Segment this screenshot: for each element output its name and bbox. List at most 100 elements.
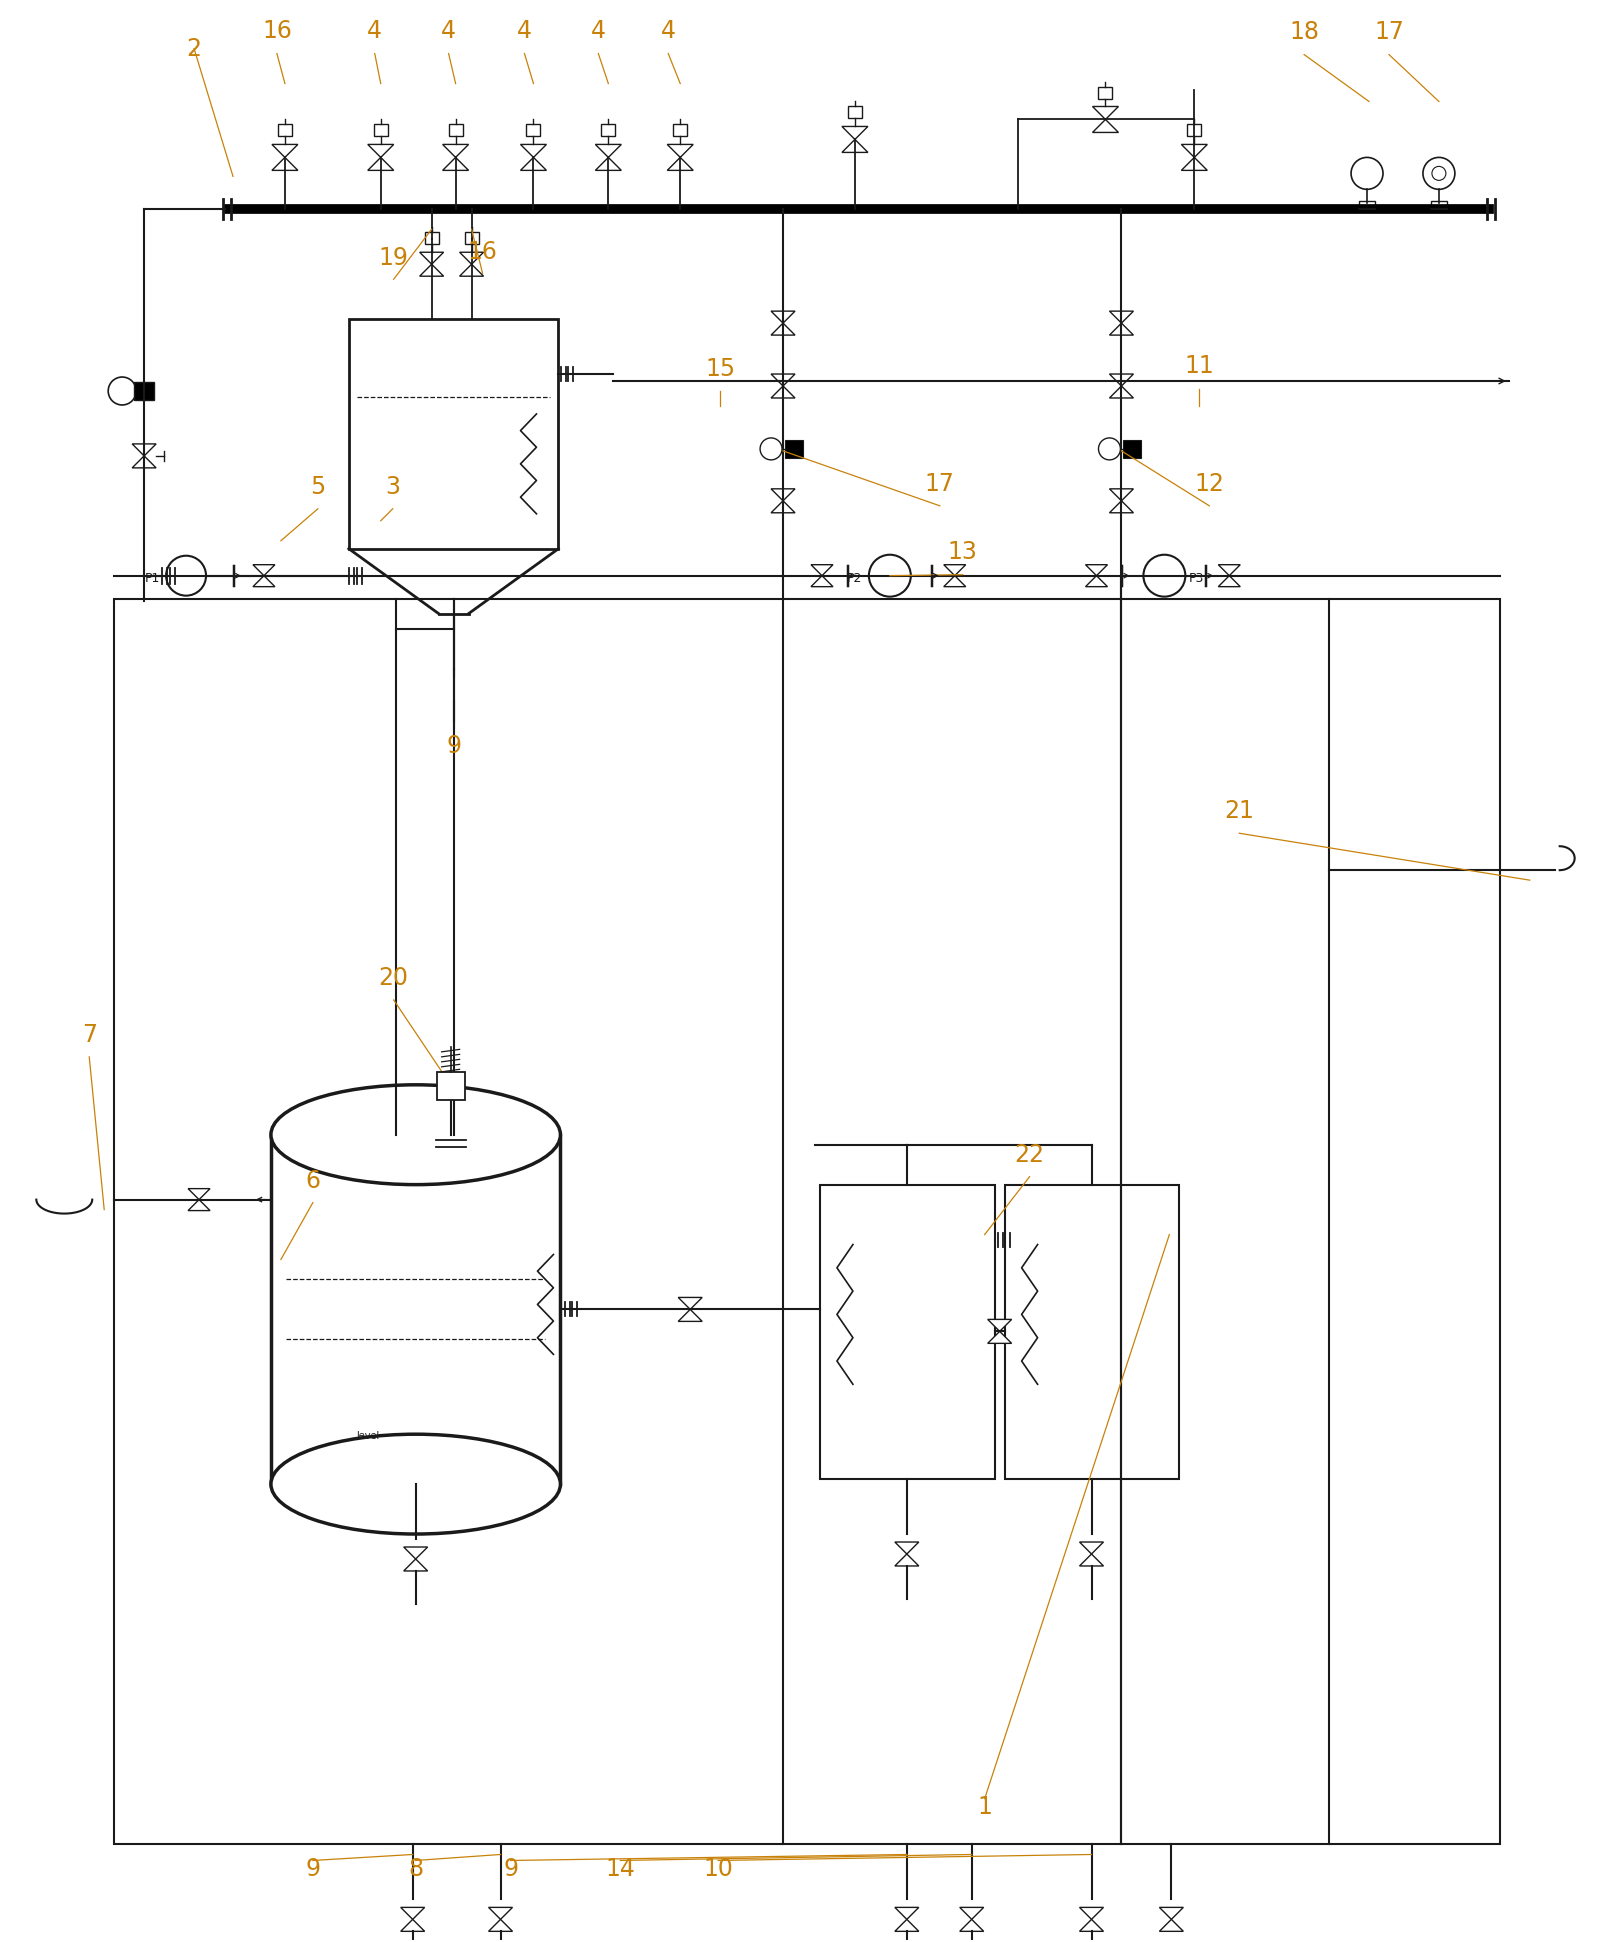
Circle shape [108, 377, 136, 406]
Text: 6: 6 [305, 1169, 320, 1192]
Polygon shape [1080, 1907, 1104, 1919]
Circle shape [1424, 157, 1454, 190]
Polygon shape [1109, 501, 1133, 513]
Bar [1123, 441, 1141, 458]
Polygon shape [442, 144, 468, 157]
Polygon shape [253, 565, 274, 575]
Bar [1359, 202, 1375, 210]
Text: 17: 17 [925, 472, 955, 495]
Text: 17: 17 [1374, 19, 1404, 43]
Text: 9: 9 [445, 734, 462, 759]
Polygon shape [678, 1297, 702, 1309]
Polygon shape [520, 157, 547, 171]
Circle shape [1143, 555, 1185, 596]
Polygon shape [960, 1919, 983, 1932]
Bar [424, 233, 439, 245]
Bar [847, 107, 862, 118]
Polygon shape [596, 144, 621, 157]
Polygon shape [1181, 157, 1207, 171]
Polygon shape [489, 1907, 513, 1919]
Polygon shape [1109, 489, 1133, 501]
Polygon shape [1159, 1907, 1183, 1919]
Text: 19: 19 [379, 247, 408, 270]
Polygon shape [944, 565, 965, 575]
Polygon shape [400, 1907, 424, 1919]
Polygon shape [368, 157, 394, 171]
Polygon shape [1219, 565, 1240, 575]
Bar [820, 1185, 994, 1480]
Bar [784, 441, 804, 458]
Polygon shape [810, 575, 833, 586]
Text: 2: 2 [187, 37, 202, 60]
Circle shape [166, 555, 207, 596]
Text: 1: 1 [976, 1794, 993, 1818]
Polygon shape [1080, 1919, 1104, 1932]
Text: level: level [355, 1431, 379, 1441]
Polygon shape [1219, 575, 1240, 586]
Polygon shape [1109, 386, 1133, 398]
Polygon shape [988, 1319, 1012, 1332]
Polygon shape [1080, 1554, 1104, 1565]
Polygon shape [271, 157, 299, 171]
Polygon shape [1093, 107, 1119, 120]
Polygon shape [460, 264, 484, 276]
Polygon shape [678, 1309, 702, 1321]
Bar [374, 124, 387, 136]
Text: 16: 16 [261, 19, 292, 43]
Polygon shape [771, 489, 796, 501]
Polygon shape [1086, 565, 1107, 575]
Bar [1099, 87, 1112, 99]
Polygon shape [460, 252, 484, 264]
Bar [1004, 1185, 1180, 1480]
Bar [465, 233, 479, 245]
Circle shape [1099, 437, 1120, 460]
Text: 11: 11 [1185, 353, 1214, 379]
Polygon shape [843, 126, 868, 140]
Polygon shape [1109, 322, 1133, 336]
Bar [673, 124, 688, 136]
Text: 5: 5 [310, 476, 326, 499]
Polygon shape [894, 1542, 918, 1554]
Polygon shape [442, 157, 468, 171]
Polygon shape [189, 1189, 210, 1200]
Text: P3: P3 [1188, 573, 1204, 585]
Bar [278, 124, 292, 136]
Circle shape [868, 555, 910, 596]
Text: 8: 8 [408, 1857, 423, 1882]
Polygon shape [771, 322, 796, 336]
Polygon shape [667, 144, 692, 157]
Polygon shape [520, 144, 547, 157]
Bar [602, 124, 615, 136]
Polygon shape [843, 140, 868, 151]
Polygon shape [988, 1332, 1012, 1344]
Polygon shape [894, 1919, 918, 1932]
Bar [437, 1072, 465, 1099]
Bar [1188, 124, 1201, 136]
Text: 22: 22 [1015, 1142, 1044, 1167]
Polygon shape [253, 575, 274, 586]
Text: 9: 9 [504, 1857, 518, 1882]
Polygon shape [441, 689, 466, 701]
Polygon shape [944, 575, 965, 586]
Polygon shape [1109, 311, 1133, 322]
Text: 12: 12 [1194, 472, 1225, 495]
Text: 4: 4 [368, 19, 383, 43]
Text: 3: 3 [386, 476, 400, 499]
Polygon shape [1093, 120, 1119, 132]
Bar [526, 124, 541, 136]
Bar [449, 124, 463, 136]
Polygon shape [771, 386, 796, 398]
Polygon shape [771, 501, 796, 513]
Polygon shape [1159, 1919, 1183, 1932]
Polygon shape [1080, 1542, 1104, 1554]
Text: 13: 13 [947, 540, 978, 563]
Polygon shape [404, 1548, 428, 1559]
Polygon shape [132, 445, 157, 456]
Polygon shape [596, 157, 621, 171]
Polygon shape [810, 565, 833, 575]
Ellipse shape [271, 1086, 560, 1185]
Bar [349, 318, 558, 550]
Circle shape [1351, 157, 1383, 190]
Polygon shape [771, 311, 796, 322]
Polygon shape [1086, 575, 1107, 586]
